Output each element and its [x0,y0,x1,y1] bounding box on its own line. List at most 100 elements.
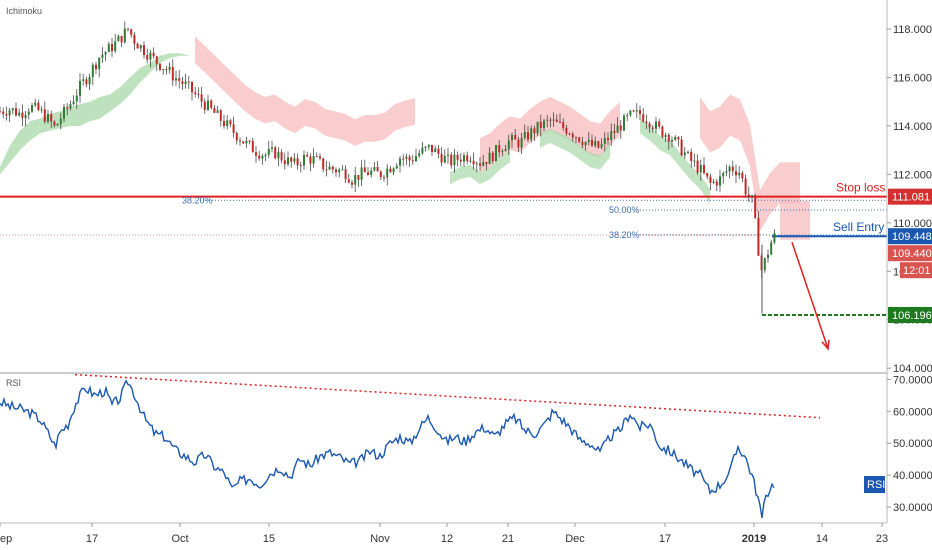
candle-body [479,163,481,166]
candle-body [386,168,389,178]
candle-body [277,152,280,159]
candle-body [437,148,440,154]
rsi-legend-tag: RSI [867,479,885,491]
candle-body [757,217,760,256]
candle-body [143,45,145,56]
candle-body [8,110,11,116]
candle-body [15,108,17,116]
candle-body [741,172,744,179]
candle-body [719,176,721,186]
fib-label: 38.20% [182,195,213,205]
candle-body [613,131,616,133]
stop-loss-tag-bg [888,188,932,205]
candle-body [43,109,46,122]
cloud-bullish [540,128,610,170]
rsi-tick-label: 40.0000 [893,470,932,482]
stop-loss-tag: 111.081 [892,192,930,204]
candle-body [290,157,293,162]
candle-body [584,141,587,146]
candle-body [319,156,321,159]
candle-body [210,100,213,108]
candle-body [607,138,609,140]
candle-body [335,169,337,173]
candle-body [178,78,181,82]
time-axis: ep 17 Oct 15 Nov 12 21 Dec 17 2019 14 23 [0,522,888,545]
candle-body [11,108,14,111]
cloud-bearish [480,96,620,172]
candle-body [88,77,91,85]
candle-body [440,153,443,163]
candle-body [466,155,469,162]
candle-body [571,134,574,138]
candle-body [450,154,453,166]
candle-body [328,166,331,170]
candle-body [152,52,155,57]
candle-body [731,166,734,172]
candle-body [744,178,747,195]
candle-body [424,146,427,148]
candle-body [587,139,590,142]
candle-body [331,166,334,170]
time-tick-label: 2019 [742,533,766,545]
candle-body [376,167,379,172]
candle-body [27,111,30,115]
stop-loss-label: Stop loss [836,181,885,195]
candle-body [543,120,545,129]
candle-body [191,81,193,93]
candle-body [683,152,686,156]
candle-body [735,171,737,176]
candle-body [111,44,113,52]
candle-body [664,134,667,137]
price-indicator-label: Ichimoku [6,6,42,16]
candle-body [507,140,510,150]
candle-body [226,120,229,127]
candle-body [165,69,168,71]
rsi-line [0,379,775,519]
candle-body [293,158,296,162]
time-tick-label: 12 [441,533,453,545]
candle-body [491,152,494,162]
candle-body [242,141,245,144]
candle-body [443,155,446,163]
candle-body [629,110,632,116]
price-candles [0,21,776,314]
candle-body [181,81,184,85]
candle-body [127,28,129,30]
candle-body [175,78,177,81]
candle-body [411,160,414,162]
candle-body [370,170,373,175]
candle-body [2,111,5,115]
last-price-tag-bg [888,245,932,262]
sell-entry-tag-bg [888,228,932,245]
time-tick-label: ep [0,533,12,545]
candle-body [472,160,475,165]
time-tick-label: 15 [263,533,275,545]
candle-body [139,45,142,49]
candle-body [696,160,699,173]
candle-body [219,110,222,121]
candle-body [312,156,315,164]
candle-body [415,156,417,162]
candle-body [392,168,395,173]
candle-body [325,169,328,171]
candle-body [645,121,648,124]
candle-body [117,35,120,42]
trade-annotations: Stop loss Sell Entry [791,181,885,351]
price-tick-label: 114.000 [893,121,932,133]
candle-body [402,158,405,160]
candle-body [632,110,635,112]
candle-body [655,121,657,129]
time-tick-label: 17 [659,533,671,545]
candle-body [274,147,277,159]
candle-body [379,171,382,178]
candle-body [47,114,49,122]
candle-body [591,139,593,146]
target-arrow [791,241,829,350]
candle-body [197,93,200,95]
candle-body [699,164,702,173]
candle-body [575,137,577,139]
candle-body [31,105,33,112]
candle-body [517,139,520,148]
candle-body [171,66,174,81]
candle-body [104,52,107,55]
